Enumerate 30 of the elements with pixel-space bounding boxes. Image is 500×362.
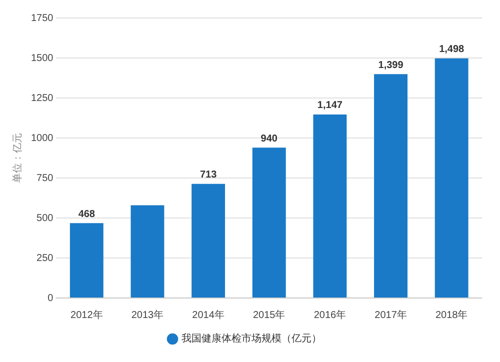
x-tick-label: 2018年 xyxy=(435,308,468,321)
x-tick-label: 2012年 xyxy=(70,308,103,321)
data-label: 713 xyxy=(200,170,218,181)
x-tick-label: 2015年 xyxy=(253,308,286,321)
y-tick-label: 1750 xyxy=(30,12,54,24)
y-axis-title: 单位：亿元 xyxy=(12,133,24,183)
bar xyxy=(434,58,468,298)
x-tick-label: 2017年 xyxy=(374,308,407,321)
bar xyxy=(192,184,226,298)
y-tick-label: 750 xyxy=(36,172,54,184)
data-label: 1,399 xyxy=(378,60,404,71)
bar xyxy=(313,114,347,298)
legend-label: 我国健康体检市场规模（亿元） xyxy=(182,332,322,345)
data-label: 940 xyxy=(260,133,278,144)
bar xyxy=(130,205,164,298)
y-tick-label: 1000 xyxy=(30,132,54,144)
x-tick-label: 2013年 xyxy=(131,308,164,321)
bar xyxy=(374,74,408,298)
bar xyxy=(70,223,104,298)
y-tick-label: 1250 xyxy=(30,92,54,104)
x-tick-label: 2016年 xyxy=(314,308,346,321)
y-tick-label: 0 xyxy=(48,292,54,304)
y-tick-label: 250 xyxy=(36,252,54,264)
y-tick-label: 1500 xyxy=(30,52,54,64)
data-label: 1,147 xyxy=(317,100,343,112)
bar xyxy=(252,148,286,298)
x-tick-label: 2014年 xyxy=(192,308,224,321)
data-label: 1,498 xyxy=(439,44,465,56)
data-label: 468 xyxy=(78,208,96,220)
y-tick-label: 500 xyxy=(36,212,54,224)
